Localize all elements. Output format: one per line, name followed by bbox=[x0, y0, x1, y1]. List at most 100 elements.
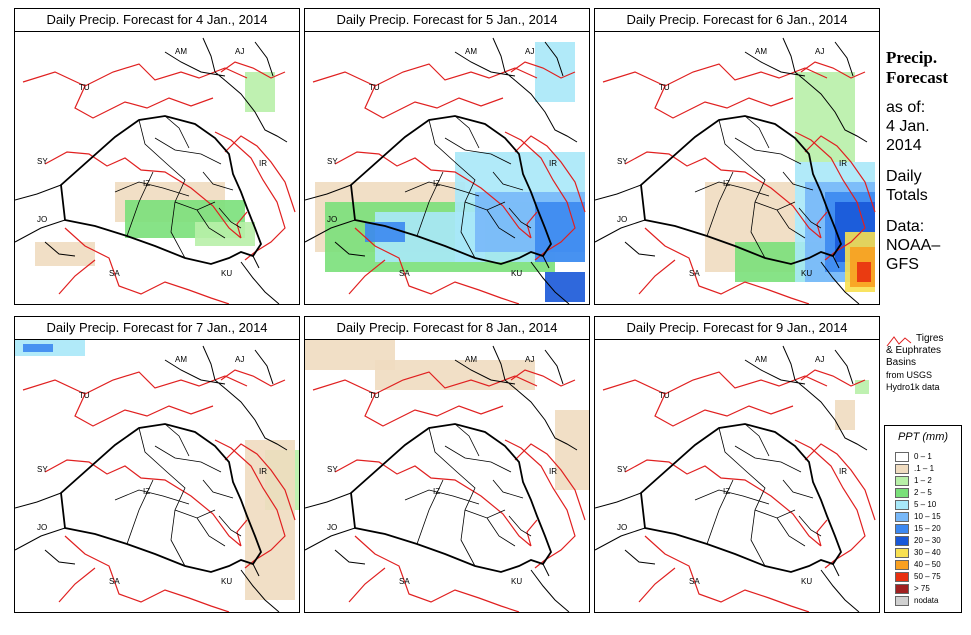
basin-line bbox=[214, 61, 286, 261]
precip-cell bbox=[195, 222, 255, 246]
country-label: AJ bbox=[525, 355, 534, 364]
country-label: JO bbox=[37, 215, 47, 224]
legend-label: 50 – 75 bbox=[914, 572, 941, 581]
basin-line bbox=[58, 535, 230, 612]
ppt-legend-item: > 75 bbox=[895, 584, 930, 594]
totals-label: Totals bbox=[886, 187, 928, 204]
ppt-legend-item: 2 – 5 bbox=[895, 488, 932, 498]
country-label: SY bbox=[37, 157, 48, 166]
basin-key: Tigres & Euphrates Basins from USGS Hydr… bbox=[886, 333, 968, 393]
basin-line bbox=[624, 135, 876, 239]
country-label: AJ bbox=[815, 47, 824, 56]
precip-map: AM AJ TU SY IR JO SA KU IZ bbox=[14, 31, 300, 305]
panel-title: Daily Precip. Forecast for 4 Jan., 2014 bbox=[14, 8, 300, 32]
map-svg: AM AJ TU SY IR JO SA KU IZ bbox=[305, 37, 586, 304]
country-label: SA bbox=[399, 269, 410, 278]
basin-line bbox=[334, 443, 586, 547]
border-line bbox=[15, 492, 280, 612]
precip-map: AM AJ TU SY IR JO SA KU IZ bbox=[304, 339, 590, 613]
legend-label: 30 – 40 bbox=[914, 548, 941, 557]
country-label: KU bbox=[801, 269, 812, 278]
country-label: JO bbox=[37, 523, 47, 532]
map-svg: AM AJ TU SY IR JO SA KU IZ bbox=[595, 37, 876, 304]
country-label: TU bbox=[369, 391, 380, 400]
border-line bbox=[694, 423, 822, 567]
legend-swatch bbox=[895, 452, 909, 462]
ppt-legend-item: .1 – 1 bbox=[895, 464, 934, 474]
precip-cell bbox=[795, 72, 855, 162]
precip-cell bbox=[365, 222, 405, 242]
border-line bbox=[744, 345, 868, 451]
iraq-border bbox=[60, 115, 263, 265]
country-label: AJ bbox=[235, 47, 244, 56]
ppt-legend-item: 1 – 2 bbox=[895, 476, 932, 486]
forecast-panel-jan5: Daily Precip. Forecast for 5 Jan., 2014 … bbox=[304, 8, 590, 305]
basin-line bbox=[312, 63, 538, 119]
legend-label: 0 – 1 bbox=[914, 452, 932, 461]
country-label: TU bbox=[659, 83, 670, 92]
basin-line bbox=[794, 61, 866, 261]
basin-line bbox=[638, 535, 810, 612]
country-label: JO bbox=[327, 523, 337, 532]
precip-cell bbox=[245, 440, 295, 600]
legend-swatch bbox=[895, 560, 909, 570]
forecast-panel-jan9: Daily Precip. Forecast for 9 Jan., 2014 … bbox=[594, 316, 880, 613]
country-label: IR bbox=[259, 467, 267, 476]
border-line bbox=[114, 115, 242, 259]
basin-line bbox=[794, 369, 866, 569]
border-line bbox=[305, 492, 570, 612]
country-label: IZ bbox=[433, 487, 440, 496]
basin-key-label: Tigres bbox=[916, 333, 944, 344]
precip-cell bbox=[535, 202, 585, 262]
border-line bbox=[595, 184, 860, 304]
country-label: AJ bbox=[815, 355, 824, 364]
precip-cell bbox=[545, 272, 585, 302]
country-label: IR bbox=[259, 159, 267, 168]
precip-cell bbox=[35, 242, 95, 266]
ppt-legend-item: 15 – 20 bbox=[895, 524, 941, 534]
country-label: KU bbox=[221, 269, 232, 278]
basin-line bbox=[214, 369, 286, 569]
country-label: SY bbox=[617, 157, 628, 166]
precip-cell bbox=[23, 344, 53, 352]
map-svg: AM AJ TU SY IR JO SA KU IZ bbox=[15, 340, 299, 612]
country-label: IR bbox=[549, 467, 557, 476]
map-svg: AM AJ TU SY IR JO SA KU IZ bbox=[305, 340, 589, 612]
basin-line bbox=[602, 63, 828, 119]
iraq-border bbox=[350, 423, 553, 573]
legend-swatch bbox=[895, 488, 909, 498]
border-line bbox=[404, 423, 532, 567]
sidebar-heading: Precip. bbox=[886, 48, 938, 67]
border-line bbox=[404, 115, 532, 259]
precip-cell bbox=[857, 262, 871, 282]
country-label: AM bbox=[755, 355, 767, 364]
panel-title: Daily Precip. Forecast for 5 Jan., 2014 bbox=[304, 8, 590, 32]
panel-title: Daily Precip. Forecast for 8 Jan., 2014 bbox=[304, 316, 590, 340]
country-label: KU bbox=[221, 577, 232, 586]
country-label: TU bbox=[659, 391, 670, 400]
country-label: SY bbox=[327, 157, 338, 166]
legend-label: 40 – 50 bbox=[914, 560, 941, 569]
legend-swatch bbox=[895, 512, 909, 522]
country-label: SA bbox=[689, 269, 700, 278]
country-label: JO bbox=[617, 523, 627, 532]
border-line bbox=[15, 184, 280, 304]
country-label: SA bbox=[109, 269, 120, 278]
data-source: GFS bbox=[886, 256, 919, 273]
ppt-legend-item: 5 – 10 bbox=[895, 500, 936, 510]
country-label: SA bbox=[109, 577, 120, 586]
country-label: JO bbox=[327, 215, 337, 224]
ppt-legend: PPT (mm) 0 – 1 .1 – 1 1 – 2 2 – 5 5 – 10 10 –… bbox=[884, 425, 962, 613]
basin-line bbox=[22, 371, 248, 427]
border-line bbox=[164, 37, 288, 143]
legend-swatch bbox=[895, 596, 909, 606]
panel-title: Daily Precip. Forecast for 7 Jan., 2014 bbox=[14, 316, 300, 340]
legend-swatch bbox=[895, 584, 909, 594]
country-label: AM bbox=[755, 47, 767, 56]
country-label: AM bbox=[465, 355, 477, 364]
iraq-border bbox=[640, 423, 843, 573]
basin-key-source: Hydro1k data bbox=[886, 382, 940, 392]
precip-map: AM AJ TU SY IR JO SA KU IZ bbox=[14, 339, 300, 613]
forecast-panel-jan8: Daily Precip. Forecast for 8 Jan., 2014 … bbox=[304, 316, 590, 613]
basin-line bbox=[348, 227, 520, 304]
